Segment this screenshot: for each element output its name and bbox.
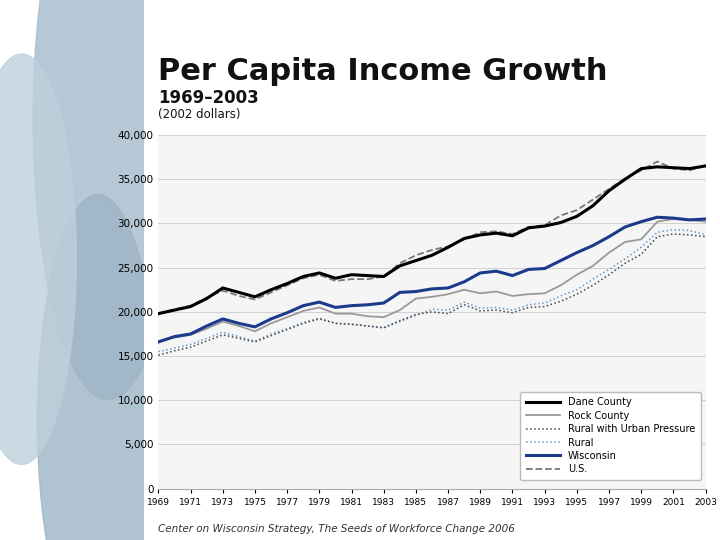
Text: 1969–2003: 1969–2003 — [158, 89, 259, 107]
Text: Per Capita Income Growth: Per Capita Income Growth — [158, 57, 608, 86]
Circle shape — [0, 54, 76, 464]
Circle shape — [37, 194, 158, 540]
Text: (2002 dollars): (2002 dollars) — [158, 108, 241, 121]
Legend: Dane County, Rock County, Rural with Urban Pressure, Rural, Wisconsin, U.S.: Dane County, Rock County, Rural with Urb… — [520, 392, 701, 480]
Text: Center on Wisconsin Strategy, The Seeds of Workforce Change 2006: Center on Wisconsin Strategy, The Seeds … — [158, 523, 516, 534]
Circle shape — [33, 0, 183, 400]
